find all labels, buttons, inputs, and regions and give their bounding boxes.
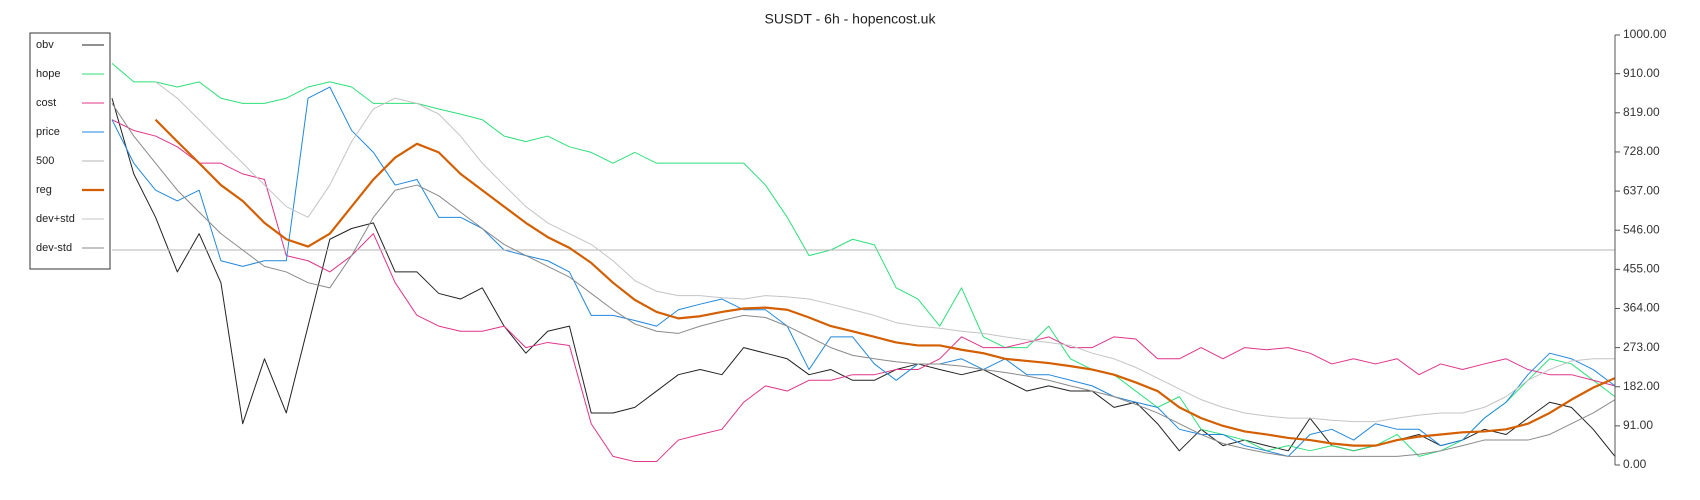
plot-area xyxy=(111,62,1616,463)
y-tick-label: 1000.00 xyxy=(1623,27,1667,41)
legend: obv hope cost price 500 reg dev+std dev-std xyxy=(29,32,111,270)
legend-label: hope xyxy=(36,68,60,80)
y-tick-label: 182.00 xyxy=(1623,379,1660,393)
series-line xyxy=(111,103,1616,457)
y-tick-label: 364.00 xyxy=(1623,301,1660,315)
y-tick-label: 728.00 xyxy=(1623,144,1660,158)
y-tick-label: 546.00 xyxy=(1623,222,1660,236)
y-tick-label: 0.00 xyxy=(1623,457,1647,471)
y-tick-label: 819.00 xyxy=(1623,105,1660,119)
series-line xyxy=(111,62,1616,457)
series-line xyxy=(111,119,1616,463)
legend-label: obv xyxy=(36,39,54,51)
series-line xyxy=(155,81,1615,423)
legend-box xyxy=(29,32,111,270)
legend-label: reg xyxy=(36,184,52,196)
y-tick-label: 91.00 xyxy=(1623,418,1653,432)
y-tick-label: 637.00 xyxy=(1623,183,1660,197)
y-tick-label: 455.00 xyxy=(1623,262,1660,276)
legend-label: 500 xyxy=(36,155,54,167)
legend-label: price xyxy=(36,126,60,138)
legend-label: cost xyxy=(36,97,56,109)
series-line xyxy=(154,118,1616,447)
legend-label: dev-std xyxy=(36,242,72,254)
y-axis: 0.00 91.00 182.00 273.00 364.00 455.00 546.00 6… xyxy=(1614,27,1667,471)
y-tick-label: 273.00 xyxy=(1623,340,1660,354)
series-line xyxy=(111,86,1616,457)
legend-label: dev+std xyxy=(36,213,75,225)
chart-title: SUSDT - 6h - hopencost.uk xyxy=(765,11,937,27)
y-tick-label: 910.00 xyxy=(1623,66,1660,80)
